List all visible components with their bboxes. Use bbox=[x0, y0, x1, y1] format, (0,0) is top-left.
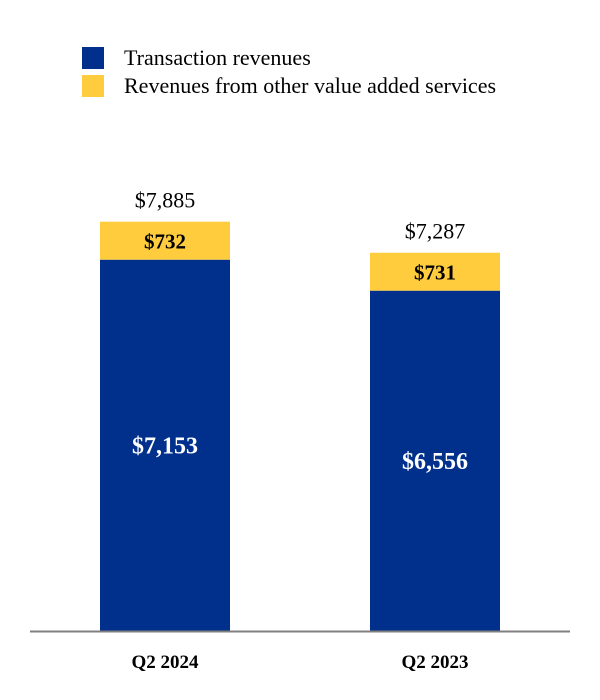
data-label-transaction: $6,556 bbox=[402, 449, 468, 475]
legend-label-other-services: Revenues from other value added services bbox=[124, 73, 497, 98]
legend-item-other-services: Revenues from other value added services bbox=[82, 72, 496, 100]
category-label: Q2 2023 bbox=[401, 652, 468, 673]
data-label-other-services: $732 bbox=[144, 230, 186, 254]
legend-swatch-other-services bbox=[82, 75, 104, 97]
total-label: $7,885 bbox=[135, 188, 196, 213]
legend-label-transaction: Transaction revenues bbox=[124, 45, 311, 70]
legend: Transaction revenues Revenues from other… bbox=[82, 44, 496, 100]
bar-segment-other-services bbox=[100, 221, 230, 260]
bar-segment-transaction bbox=[100, 259, 230, 631]
legend-item-transaction: Transaction revenues bbox=[82, 44, 496, 72]
legend-swatch-transaction bbox=[82, 47, 104, 69]
bar-segment-other-services bbox=[370, 252, 500, 291]
total-label: $7,287 bbox=[405, 219, 466, 244]
data-label-transaction: $7,153 bbox=[132, 433, 198, 459]
bar-segment-transaction bbox=[370, 290, 500, 631]
category-label: Q2 2024 bbox=[131, 652, 199, 673]
data-label-other-services: $731 bbox=[414, 261, 456, 285]
